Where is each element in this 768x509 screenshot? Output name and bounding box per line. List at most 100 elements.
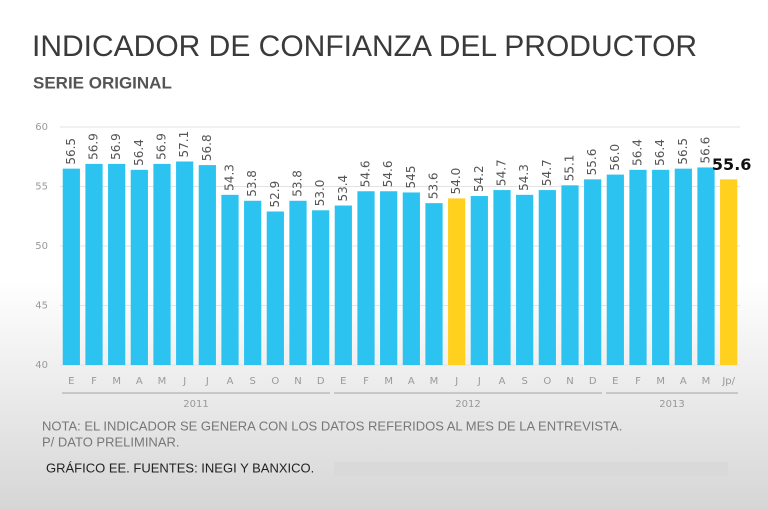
x-tick-label: O xyxy=(271,376,279,387)
value-label: 55.6 xyxy=(712,155,751,174)
value-label: 53.4 xyxy=(336,175,350,202)
chart-title: INDICADOR DE CONFIANZA DEL PRODUCTOR xyxy=(32,30,697,63)
x-tick-label: J xyxy=(182,376,186,387)
y-tick-label: 60 xyxy=(35,122,48,133)
bar xyxy=(448,198,466,365)
y-tick-label: 55 xyxy=(35,182,48,193)
x-tick-label: M xyxy=(430,376,439,387)
x-tick-label: A xyxy=(227,376,234,387)
source: GRÁFICO EE. FUENTES: INEGI Y BANXICO. xyxy=(46,460,314,475)
value-label: 54.3 xyxy=(223,164,237,191)
x-tick-label: M xyxy=(702,376,711,387)
bar xyxy=(674,168,692,365)
x-tick-label: M xyxy=(112,376,121,387)
bar xyxy=(380,191,398,365)
value-label: 53.8 xyxy=(291,170,305,197)
value-label: 54.7 xyxy=(540,159,554,186)
value-label: 56.8 xyxy=(200,134,214,161)
value-label: 54.2 xyxy=(472,165,486,192)
value-label: 57.1 xyxy=(177,131,191,158)
bar xyxy=(334,205,352,365)
x-tick-label: M xyxy=(656,376,665,387)
value-label: 54.7 xyxy=(495,159,509,186)
bar xyxy=(221,194,239,365)
value-label: 545 xyxy=(404,166,418,189)
bar xyxy=(198,165,216,365)
bar xyxy=(62,168,80,365)
value-label: 56.9 xyxy=(109,133,123,160)
x-tick-label: E xyxy=(340,376,346,387)
x-tick-label: D xyxy=(317,376,325,387)
bar xyxy=(629,169,647,365)
x-tick-label: F xyxy=(363,376,369,387)
value-label: 56.5 xyxy=(64,138,78,165)
value-label: 56.4 xyxy=(631,139,645,166)
value-label: 56.6 xyxy=(699,137,713,164)
value-label: 56.4 xyxy=(653,139,667,166)
x-tick-label: N xyxy=(566,376,573,387)
note: P/ DATO PRELIMINAR. xyxy=(42,434,180,449)
x-tick-label: N xyxy=(294,376,301,387)
bar xyxy=(312,210,330,365)
value-label: 56.9 xyxy=(155,133,169,160)
x-tick-label: M xyxy=(384,376,393,387)
year-label: 2012 xyxy=(455,399,480,410)
x-tick-label: M xyxy=(158,376,167,387)
value-label: 56.5 xyxy=(676,138,690,165)
value-label: 56.9 xyxy=(87,133,101,160)
x-tick-label: F xyxy=(635,376,641,387)
y-tick-label: 45 xyxy=(35,301,48,312)
chart-subtitle: SERIE ORIGINAL xyxy=(33,73,172,92)
x-tick-label: A xyxy=(680,376,687,387)
y-tick-label: 50 xyxy=(35,241,48,252)
bar xyxy=(153,163,171,365)
value-label: 54.3 xyxy=(517,164,531,191)
bar xyxy=(493,190,511,365)
bar xyxy=(697,167,715,365)
x-tick-label: S xyxy=(249,376,255,387)
year-label: 2013 xyxy=(659,399,684,410)
bar xyxy=(176,161,194,365)
bar xyxy=(130,169,148,365)
value-label: 54.6 xyxy=(359,161,373,188)
bar xyxy=(289,200,307,365)
note: NOTA: EL INDICADOR SE GENERA CON LOS DAT… xyxy=(42,418,622,433)
x-tick-label: A xyxy=(499,376,506,387)
x-tick-label: J xyxy=(477,376,481,387)
x-tick-label: S xyxy=(521,376,527,387)
value-label: 53.8 xyxy=(245,170,259,197)
bar xyxy=(561,185,579,365)
x-tick-label: E xyxy=(612,376,618,387)
bar xyxy=(470,196,488,365)
bar xyxy=(425,203,443,365)
bar xyxy=(652,169,670,365)
x-tick-label: A xyxy=(408,376,415,387)
bar xyxy=(357,191,375,365)
value-label: 54.0 xyxy=(449,168,463,195)
value-label: 55.6 xyxy=(585,149,599,176)
value-label: 55.1 xyxy=(563,155,577,182)
value-label: 53.6 xyxy=(427,172,441,199)
value-label: 52.9 xyxy=(268,181,282,208)
bar xyxy=(538,190,556,365)
bar xyxy=(85,163,103,365)
x-tick-label: Jp/ xyxy=(721,376,735,387)
bar xyxy=(402,192,420,365)
bar xyxy=(244,200,262,365)
x-tick-label: J xyxy=(205,376,209,387)
x-tick-label: J xyxy=(454,376,458,387)
x-tick-label: E xyxy=(68,376,74,387)
x-tick-label: A xyxy=(136,376,143,387)
bar xyxy=(108,163,126,365)
year-label: 2011 xyxy=(183,399,208,410)
bar xyxy=(266,211,284,365)
value-label: 54.6 xyxy=(381,161,395,188)
bar xyxy=(584,179,602,365)
x-tick-label: D xyxy=(589,376,597,387)
source-bar xyxy=(334,462,728,476)
x-tick-label: F xyxy=(91,376,97,387)
bar xyxy=(516,194,534,365)
bar xyxy=(606,174,624,365)
value-label: 56.0 xyxy=(608,144,622,171)
